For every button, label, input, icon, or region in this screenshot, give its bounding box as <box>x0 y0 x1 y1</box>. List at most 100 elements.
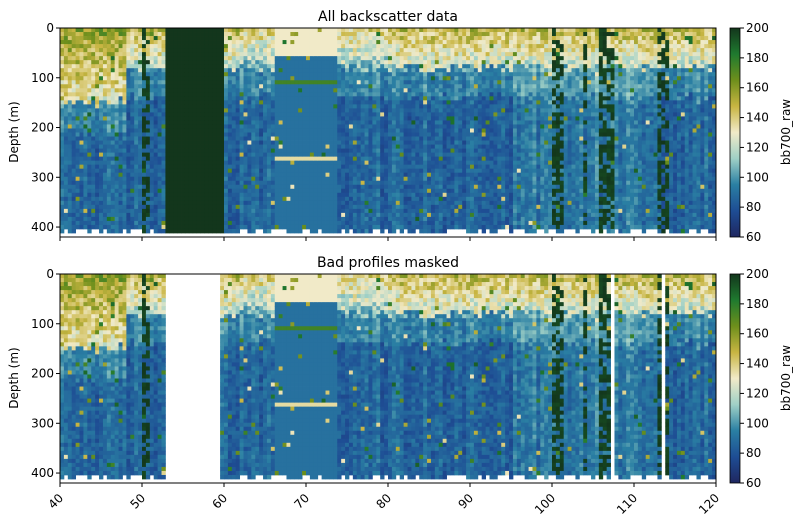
heatmap-cell <box>138 36 143 41</box>
heatmap-cell <box>411 168 416 174</box>
heatmap-cell <box>388 36 393 41</box>
heatmap-cell <box>345 40 350 45</box>
heatmap-cell <box>173 84 178 89</box>
heatmap-cell <box>376 48 381 53</box>
heatmap-cell <box>75 44 80 49</box>
heatmap-cell <box>325 200 330 206</box>
heatmap-cell <box>430 168 436 174</box>
heatmap-cell <box>79 88 84 93</box>
heatmap-cell <box>333 60 338 65</box>
heatmap-cell <box>184 76 190 81</box>
heatmap-cell <box>161 100 166 105</box>
heatmap-cell <box>325 136 330 141</box>
heatmap-cell <box>395 148 401 153</box>
heatmap-cell <box>423 128 428 133</box>
heatmap-cell <box>231 176 237 182</box>
heatmap-cell <box>341 48 346 53</box>
heatmap-cell <box>134 132 139 137</box>
heatmap-cell <box>153 216 159 222</box>
heatmap-cell <box>79 212 84 218</box>
heatmap-cell <box>177 220 182 226</box>
heatmap-cell <box>270 60 276 65</box>
heatmap-cell <box>134 52 139 57</box>
heatmap-cell <box>270 144 276 149</box>
heatmap-cell <box>216 44 221 49</box>
heatmap-cell <box>255 124 260 129</box>
heatmap-cell <box>60 72 65 77</box>
heatmap-cell <box>188 220 194 226</box>
heatmap-cell <box>75 208 80 214</box>
heatmap-cell <box>403 128 408 133</box>
heatmap-cell <box>313 164 319 170</box>
heatmap-cell <box>333 212 338 218</box>
heatmap-cell <box>227 52 233 57</box>
heatmap-cell <box>345 96 350 101</box>
heatmap-cell <box>356 172 362 178</box>
heatmap-cell <box>220 168 225 174</box>
heatmap-cell <box>142 116 147 121</box>
heatmap-cell <box>411 80 416 85</box>
heatmap-cell <box>384 176 389 182</box>
heatmap-cell <box>294 136 299 141</box>
heatmap-cell <box>298 104 303 109</box>
heatmap-cell <box>130 40 135 45</box>
heatmap-cell <box>434 180 440 186</box>
heatmap-cell <box>337 92 342 97</box>
heatmap-cell <box>149 176 155 182</box>
heatmap-cell <box>274 64 280 69</box>
heatmap-cell <box>106 224 112 230</box>
heatmap-cell <box>290 172 295 178</box>
heatmap-cell <box>235 140 241 145</box>
heatmap-cell <box>87 112 92 117</box>
heatmap-cell <box>114 60 119 65</box>
heatmap-cell <box>145 44 151 49</box>
heatmap-cell <box>87 68 92 73</box>
heatmap-cell <box>235 124 241 129</box>
heatmap-cell <box>130 64 135 69</box>
heatmap-cell <box>430 172 436 178</box>
heatmap-cell <box>333 172 338 178</box>
heatmap-cell <box>356 124 362 129</box>
heatmap-cell <box>333 40 338 45</box>
heatmap-cell <box>266 200 272 206</box>
heatmap-cell <box>220 64 225 69</box>
heatmap-cell <box>341 152 346 158</box>
heatmap-cell <box>337 136 342 141</box>
heatmap-cell <box>263 32 268 37</box>
heatmap-cell <box>224 116 229 121</box>
heatmap-cell <box>118 132 123 137</box>
heatmap-cell <box>419 220 424 226</box>
heatmap-cell <box>122 108 127 113</box>
heatmap-cell <box>87 108 92 113</box>
heatmap-cell <box>294 204 299 210</box>
heatmap-cell <box>161 88 166 93</box>
heatmap-cell <box>196 204 201 210</box>
heatmap-cell <box>341 64 346 69</box>
heatmap-cell <box>259 156 264 162</box>
heatmap-cell <box>317 192 323 198</box>
heatmap-cell <box>302 220 307 226</box>
heatmap-cell <box>212 188 217 194</box>
heatmap-cell <box>157 96 162 101</box>
heatmap-cell <box>87 168 92 174</box>
heatmap-cell <box>99 68 104 73</box>
heatmap-cell <box>247 52 252 57</box>
heatmap-cell <box>282 64 287 69</box>
heatmap-cell <box>196 172 201 178</box>
heatmap-cell <box>95 68 100 73</box>
heatmap-cell <box>333 28 338 33</box>
heatmap-cell <box>130 148 135 153</box>
heatmap-cell <box>415 128 420 133</box>
heatmap-cell <box>309 124 315 129</box>
heatmap-cell <box>153 96 159 101</box>
heatmap-cell <box>239 172 244 178</box>
heatmap-cell <box>60 224 65 230</box>
heatmap-cell <box>149 64 155 69</box>
heatmap-cell <box>329 148 334 153</box>
heatmap-cell <box>399 68 405 73</box>
heatmap-cell <box>224 164 229 170</box>
heatmap-cell <box>294 152 299 158</box>
heatmap-cell <box>403 172 408 178</box>
heatmap-cell <box>337 216 342 222</box>
heatmap-cell <box>266 128 272 133</box>
